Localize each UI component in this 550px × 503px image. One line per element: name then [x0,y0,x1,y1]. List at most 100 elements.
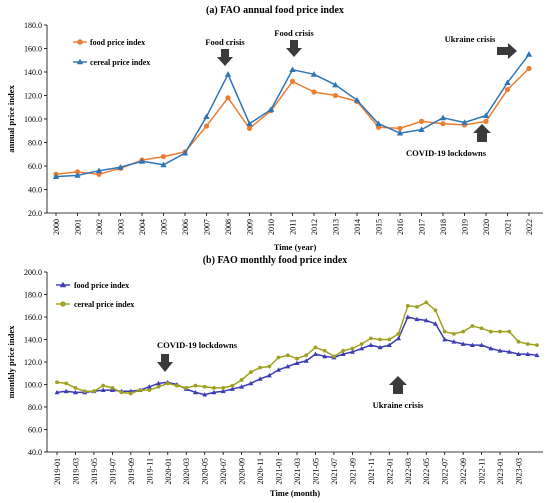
data-point [504,79,511,85]
data-point [109,387,115,392]
data-point [396,335,402,341]
annotation-label: COVID-19 lockdowns [157,340,238,350]
x-tick-label: 2012 [310,219,319,235]
annotation-label: COVID-19 lockdowns [406,148,487,158]
data-point [405,303,410,308]
x-tick-label: 2009 [246,219,255,235]
data-point [211,389,217,395]
data-point [203,113,210,120]
x-tick-label: 2007 [203,219,212,235]
annotation-label: Ukraine crisis [445,34,496,44]
data-point [482,112,490,118]
data-point [117,163,124,170]
x-tick-label: 2016 [396,219,405,235]
x-tick-label: 2021-05 [311,458,320,485]
series-line [56,301,538,395]
data-point [276,367,282,372]
panel-b-ticks: 40.0 60.0 80.0 100.0 120.0 140.0 160.0 180.0 200… [24,268,524,485]
x-tick-label: 2004 [138,219,147,235]
legend-food-price-index: food price index [73,38,145,47]
y-tick-label: 120.0 [24,358,42,367]
data-point [378,337,382,342]
data-point [340,351,346,356]
data-point [285,353,290,358]
panel-b-y-label: monthly price index [6,325,16,398]
panel-a-ticks: 20.0 40.0 60.0 80.0 100.0 120.0 140.0 160.0 180.… [24,21,534,235]
x-tick-label: 2005 [160,219,169,235]
data-point [313,345,318,350]
data-point [156,380,162,386]
data-point [534,352,540,358]
data-point [95,167,103,174]
data-point [92,389,96,394]
y-tick-label: 100.0 [24,381,42,390]
y-tick-label: 80.0 [28,139,42,148]
legend-label-food: food price index [74,281,129,290]
series-line [55,53,530,178]
y-tick-label: 60.0 [28,162,42,171]
y-tick-label: 100.0 [24,115,42,124]
data-point [212,385,216,390]
data-point [479,342,485,347]
data-point [257,376,263,381]
data-point [452,331,456,336]
legend-marker-food [77,39,83,45]
data-point [433,308,438,313]
data-point [488,329,493,334]
data-point [359,342,364,346]
x-tick-label: 2022-07 [441,458,450,485]
x-tick-label: 2022-11 [478,458,487,484]
data-point [156,384,161,389]
y-tick-label: 200.0 [24,268,42,277]
x-tick-label: 2008 [224,219,233,235]
x-tick-label: 2021-09 [348,458,357,485]
panel-a-title: (a) FAO annual food price index [206,5,344,16]
data-point [461,329,466,334]
data-point [147,388,152,393]
x-tick-label: 2023-01 [496,458,505,485]
data-point [397,125,403,131]
data-point [304,353,309,358]
x-tick-label: 2020-01 [164,458,173,485]
arrow-up-icon [473,124,491,142]
data-point [424,300,429,305]
y-tick-label: 80.0 [28,403,42,412]
x-tick-label: 2022-03 [404,458,413,485]
data-point [239,384,245,389]
data-point [439,114,447,121]
data-point [479,326,484,331]
panel-a-annotation-food-crisis-2011: Food crisis [274,28,314,57]
data-point [100,387,106,392]
data-point [64,381,69,386]
x-tick-label: 2006 [181,219,190,235]
data-point [224,71,232,77]
data-point [488,346,494,351]
data-point [184,385,189,390]
data-point [229,386,235,391]
data-point [295,356,299,361]
y-tick-label: 60.0 [28,426,42,435]
legend-label-cereal: cereal price index [74,300,134,309]
data-point [516,339,521,344]
data-point [461,119,468,125]
panel-a-annotation-food-crisis-2008: Food crisis [205,37,245,66]
x-tick-label: 2019-01 [53,458,62,485]
data-point [469,342,475,347]
data-point [138,388,142,393]
data-point [119,390,124,395]
arrow-down-icon [157,354,173,372]
y-tick-label: 140.0 [24,336,42,345]
data-point [267,106,275,112]
data-point [239,378,244,382]
data-point [497,348,503,353]
legend-label-food: food price index [90,38,145,47]
data-point [498,329,502,334]
panel-a-x-label: Time (year) [274,242,317,252]
data-point [341,348,346,353]
x-tick-label: 2010 [267,219,276,235]
x-tick-label: 2021-11 [367,458,376,484]
x-tick-label: 2023-03 [515,458,524,485]
x-tick-label: 2017 [418,219,427,235]
arrow-down-icon [286,40,302,57]
